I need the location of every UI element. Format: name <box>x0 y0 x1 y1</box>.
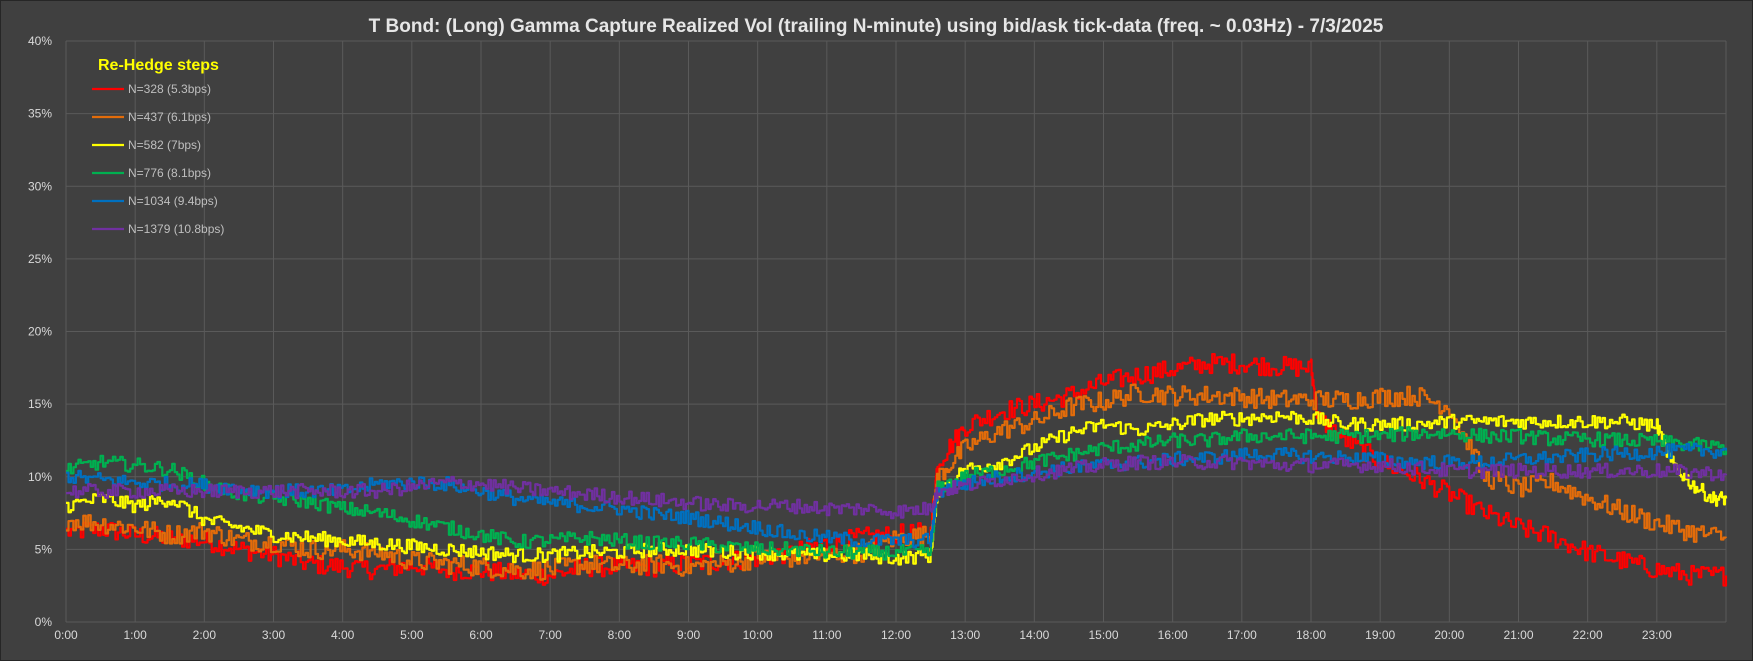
x-tick-label: 22:00 <box>1573 628 1603 642</box>
y-tick-label: 20% <box>28 325 52 339</box>
y-tick-label: 30% <box>28 179 52 193</box>
y-tick-label: 25% <box>28 252 52 266</box>
x-tick-label: 3:00 <box>262 628 286 642</box>
legend-entry-label: N=582 (7bps) <box>128 138 201 152</box>
chart-title: T Bond: (Long) Gamma Capture Realized Vo… <box>369 16 1384 37</box>
y-tick-label: 5% <box>35 542 53 556</box>
x-tick-label: 4:00 <box>331 628 355 642</box>
y-tick-label: 0% <box>35 615 53 629</box>
x-tick-label: 7:00 <box>538 628 562 642</box>
legend-entry-label: N=437 (6.1bps) <box>128 110 211 124</box>
x-tick-label: 18:00 <box>1296 628 1326 642</box>
x-tick-label: 2:00 <box>193 628 217 642</box>
x-tick-label: 6:00 <box>469 628 493 642</box>
x-tick-label: 10:00 <box>743 628 773 642</box>
x-axis-tick-labels: 0:00 1:00 2:00 3:00 4:00 5:00 6:00 7:00 8:00 9:00… <box>54 628 1672 642</box>
legend-entry-label: N=328 (5.3bps) <box>128 82 211 96</box>
x-tick-label: 21:00 <box>1503 628 1533 642</box>
x-tick-label: 17:00 <box>1227 628 1257 642</box>
x-tick-label: 23:00 <box>1642 628 1672 642</box>
grid <box>65 40 1727 623</box>
x-tick-label: 9:00 <box>677 628 701 642</box>
x-tick-label: 1:00 <box>123 628 147 642</box>
x-tick-label: 19:00 <box>1365 628 1395 642</box>
y-tick-label: 10% <box>28 470 52 484</box>
x-tick-label: 14:00 <box>1019 628 1049 642</box>
y-axis-tick-labels: 0% 5% 10% 15% 20% 25% 30% 35% 40% <box>28 34 52 629</box>
x-tick-label: 5:00 <box>400 628 424 642</box>
series-lines <box>66 353 1728 587</box>
y-tick-label: 35% <box>28 107 52 121</box>
legend-entry-label: N=776 (8.1bps) <box>128 166 211 180</box>
x-tick-label: 15:00 <box>1088 628 1118 642</box>
x-tick-label: 12:00 <box>881 628 911 642</box>
x-tick-label: 20:00 <box>1434 628 1464 642</box>
legend: Re-Hedge steps N=328 (5.3bps) N=437 (6.1b… <box>92 57 224 236</box>
series-line <box>66 454 1728 520</box>
legend-entry-label: N=1379 (10.8bps) <box>128 222 224 236</box>
legend-entry-label: N=1034 (9.4bps) <box>128 194 218 208</box>
x-tick-label: 8:00 <box>608 628 632 642</box>
legend-title: Re-Hedge steps <box>98 57 219 74</box>
y-tick-label: 40% <box>28 34 52 48</box>
x-tick-label: 13:00 <box>950 628 980 642</box>
x-tick-label: 0:00 <box>54 628 78 642</box>
x-tick-label: 16:00 <box>1158 628 1188 642</box>
x-tick-label: 11:00 <box>812 628 841 642</box>
series-line <box>66 383 1728 581</box>
y-tick-label: 15% <box>28 397 52 411</box>
